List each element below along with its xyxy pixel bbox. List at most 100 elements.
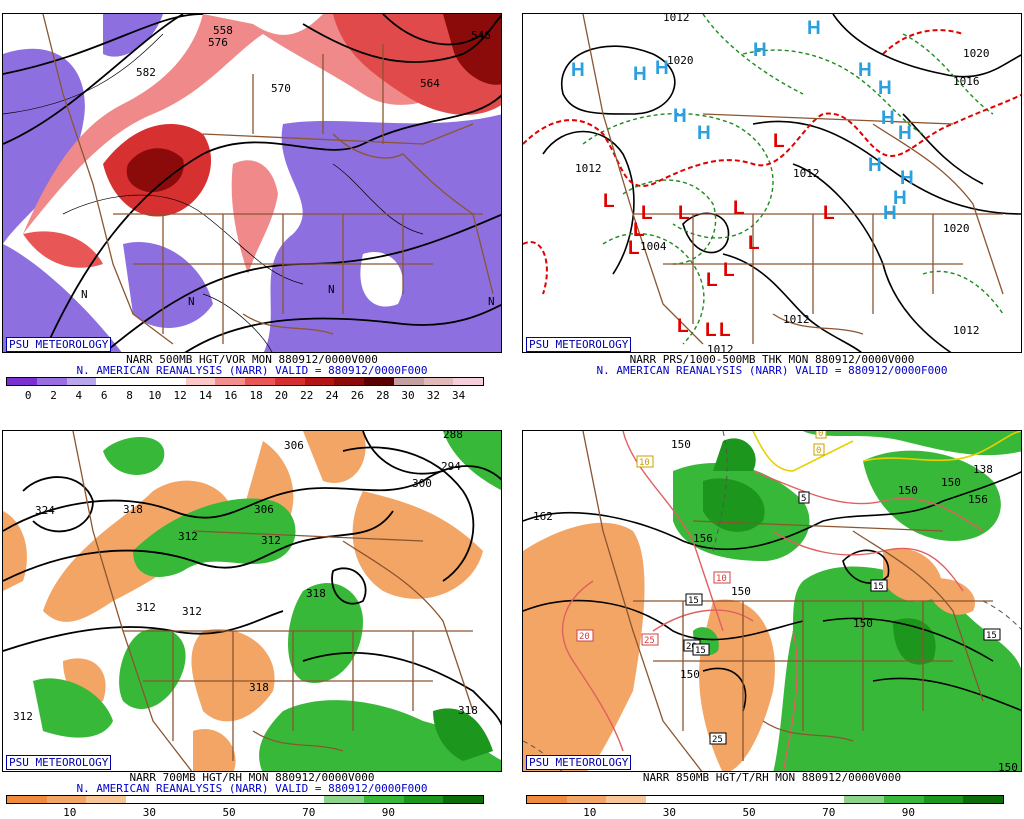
contour-label: 564: [420, 77, 440, 90]
colorbar-tick-label: 10: [148, 389, 162, 402]
contour-label: 150: [898, 484, 918, 497]
colorbar-tick-label: 28: [376, 389, 390, 402]
colorbar-swatch: [606, 796, 647, 803]
map-500mb: 582 576 570 564 558 546 N N N N: [2, 13, 502, 353]
colorbar-tick-label: 12: [173, 389, 187, 402]
high-pressure-marker: H: [898, 123, 912, 144]
high-pressure-marker: H: [900, 168, 914, 189]
svg-text:10: 10: [639, 458, 650, 468]
colorbar-swatch: [765, 796, 805, 803]
contour-label: 312: [136, 601, 156, 614]
colorbar-swatch: [46, 796, 87, 803]
low-pressure-marker: L: [641, 203, 653, 224]
contour-label: 546: [471, 29, 491, 42]
contour-label: 318: [458, 704, 478, 717]
contour-label: 318: [306, 587, 326, 600]
low-pressure-marker: L: [823, 203, 835, 224]
colorbar-tick-label: 70: [822, 806, 836, 819]
colorbar-swatch: [527, 796, 567, 803]
colorbar-tick-label: 16: [224, 389, 238, 402]
isobar-label: 1012: [663, 14, 690, 24]
colorbar-tick-label: 50: [742, 806, 756, 819]
low-pressure-marker: L: [748, 233, 760, 254]
map-700mb: 324 318 312 306 312 306 300 294 288 312 …: [2, 430, 502, 772]
colorbar-swatch: [685, 796, 726, 803]
colorbar-tick-label: 32: [426, 389, 440, 402]
contour-label: 150: [998, 761, 1018, 772]
contour-label: 558: [213, 24, 233, 37]
svg-text:5: 5: [801, 494, 806, 504]
svg-text:25: 25: [644, 636, 655, 646]
contour-label: 162: [533, 510, 553, 523]
contour-label: 288: [443, 431, 463, 441]
temperature-label: 10: [713, 571, 731, 584]
credit-badge: PSU METEOROLOGY: [526, 755, 632, 770]
colorbar-tick-label: 90: [381, 806, 396, 819]
colorbar-swatch: [393, 378, 424, 385]
caption-line-1: NARR 500MB HGT/VOR MON 880912/0000V000: [126, 353, 378, 366]
colorbar-tick-label: 22: [300, 389, 314, 402]
low-pressure-marker: L: [628, 238, 640, 259]
colorbar-swatch: [66, 378, 97, 385]
contour-label: 156: [968, 493, 988, 506]
isobar-label: 1012: [707, 343, 734, 353]
temperature-label: 15: [983, 628, 1001, 641]
colorbar-swatch: [284, 796, 325, 803]
high-pressure-marker: H: [753, 40, 767, 61]
contour-label: 312: [261, 534, 281, 547]
isobar-label: 1012: [793, 167, 820, 180]
temperature-label: 0: [813, 443, 825, 456]
high-pressure-marker: H: [881, 108, 895, 129]
vort-min-label: N: [81, 288, 88, 301]
high-pressure-marker: H: [893, 188, 907, 209]
caption-line-2: N. AMERICAN REANALYSIS (NARR) VALID = 88…: [76, 364, 428, 377]
colorbar-swatch: [7, 378, 37, 385]
colorbar-tick-label: 6: [100, 389, 108, 402]
colorbar-swatch: [165, 796, 206, 803]
caption-line-2: N. AMERICAN REANALYSIS (NARR) VALID = 88…: [76, 782, 428, 795]
contour-label: 138: [973, 463, 993, 476]
colorbar-tick-label: 10: [63, 806, 77, 819]
isobar-label: 1020: [943, 222, 970, 235]
colorbar: [526, 795, 1004, 804]
low-pressure-marker: L: [719, 320, 731, 341]
colorbar-tick-label: 30: [142, 806, 157, 819]
contour-label: 582: [136, 66, 156, 79]
contour-label: 318: [249, 681, 269, 694]
contour-label: 150: [680, 668, 700, 681]
svg-text:0: 0: [818, 431, 823, 439]
isobar-label: 1016: [953, 75, 980, 88]
high-pressure-marker: H: [673, 106, 687, 127]
low-pressure-marker: L: [723, 260, 735, 281]
colorbar-tick-label: 0: [24, 389, 32, 402]
contour-label: 312: [178, 530, 198, 543]
colorbar-swatch: [245, 796, 285, 803]
high-pressure-marker: H: [633, 64, 647, 85]
svg-text:25: 25: [712, 735, 723, 745]
colorbar-swatch: [215, 378, 245, 385]
colorbar-swatch: [324, 796, 365, 803]
isobar-label: 1012: [575, 162, 602, 175]
colorbar-tick-label: 90: [901, 806, 916, 819]
low-pressure-marker: L: [677, 316, 689, 337]
colorbar-swatch: [274, 378, 305, 385]
colorbar-tick-label: 10: [583, 806, 597, 819]
contour-label: 150: [671, 438, 691, 451]
temperature-label: 15: [692, 643, 710, 656]
colorbar-swatch: [566, 796, 607, 803]
low-pressure-marker: L: [773, 131, 785, 152]
low-pressure-marker: L: [705, 320, 717, 341]
temperature-label: 5: [798, 491, 810, 504]
high-pressure-marker: H: [697, 123, 711, 144]
temperature-label: 20: [576, 629, 594, 642]
contour-label: 300: [412, 477, 432, 490]
isobar-label: 1020: [667, 54, 694, 67]
colorbar-swatch: [86, 796, 127, 803]
low-pressure-marker: L: [706, 270, 718, 291]
colorbar-swatch: [304, 378, 335, 385]
colorbar-swatch: [423, 378, 454, 385]
temperature-label: 15: [870, 579, 888, 592]
high-pressure-marker: H: [883, 203, 897, 224]
colorbar-swatch: [185, 378, 216, 385]
colorbar-swatch: [155, 378, 186, 385]
